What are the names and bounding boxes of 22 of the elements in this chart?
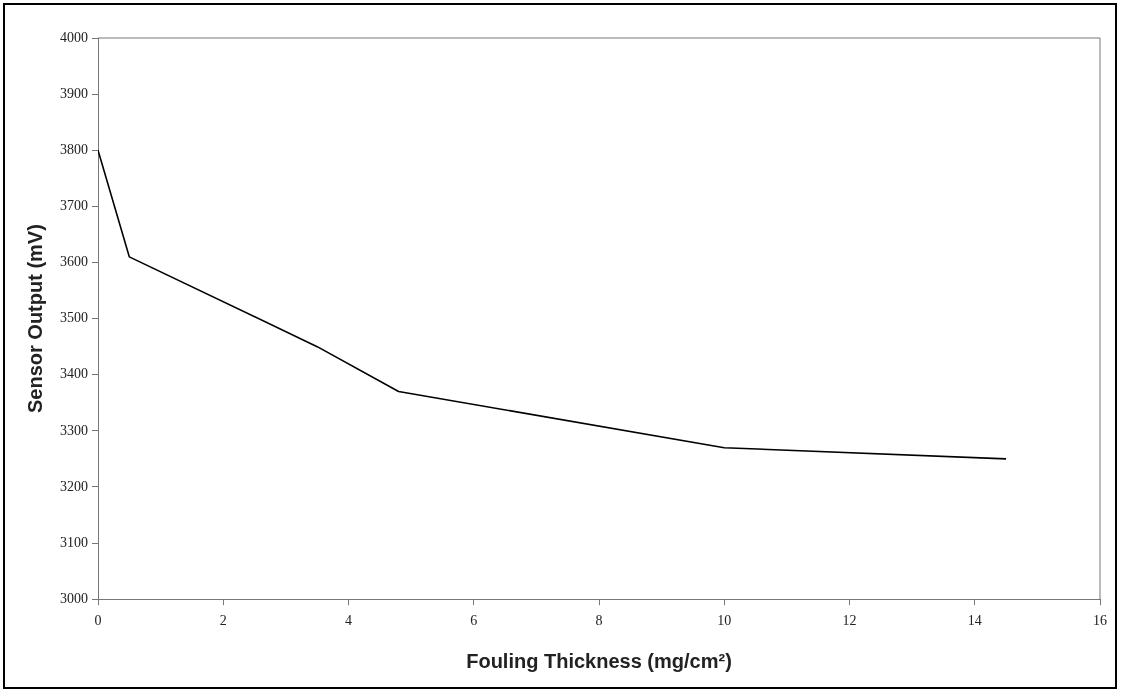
- x-tick-label: 0: [94, 613, 102, 629]
- y-tick-label: 3800: [60, 141, 88, 157]
- y-tick-label: 3400: [60, 366, 88, 382]
- y-axis-title: Sensor Output (mV): [23, 224, 46, 414]
- x-tick-label: 10: [717, 613, 732, 629]
- y-tick-label: 3900: [60, 85, 88, 101]
- x-tick-label: 16: [1093, 613, 1107, 629]
- y-tick-label: 3200: [60, 478, 88, 494]
- x-tick-label: 6: [470, 613, 478, 629]
- x-tick-label: 12: [842, 613, 857, 629]
- y-tick-label: 3100: [60, 534, 88, 550]
- y-tick-label: 3700: [60, 198, 88, 214]
- x-tick-label: 8: [595, 613, 603, 629]
- x-axis-title: Fouling Thickness (mg/cm²): [466, 649, 732, 672]
- y-tick-label: 3600: [60, 254, 88, 270]
- y-tick-label: 3000: [60, 590, 88, 606]
- y-tick-label: 4000: [60, 29, 88, 45]
- y-tick-label: 3500: [60, 310, 88, 326]
- x-tick-label: 4: [345, 613, 352, 629]
- x-tick-label: 14: [967, 613, 982, 629]
- x-tick-label: 2: [219, 613, 227, 629]
- y-tick-label: 3300: [60, 422, 88, 438]
